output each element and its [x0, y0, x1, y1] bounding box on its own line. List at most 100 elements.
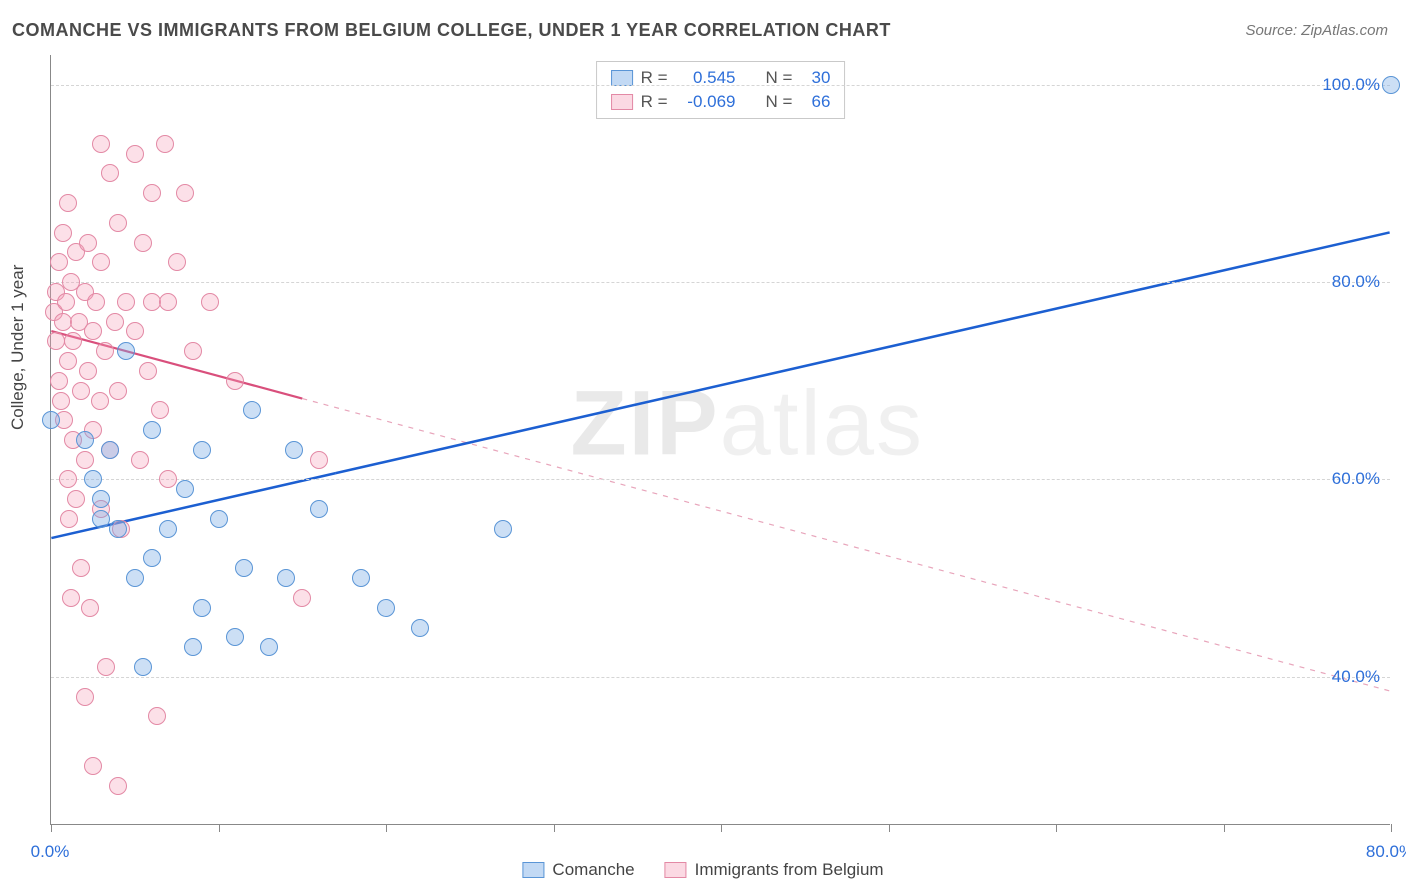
data-point-blue: [143, 421, 161, 439]
y-axis-label: College, Under 1 year: [8, 265, 28, 430]
data-point-blue: [1382, 76, 1400, 94]
r-label: R =: [641, 66, 668, 90]
data-point-blue: [92, 510, 110, 528]
legend-swatch-blue: [522, 862, 544, 878]
data-point-pink: [67, 490, 85, 508]
data-point-pink: [57, 293, 75, 311]
data-point-pink: [143, 293, 161, 311]
data-point-blue: [235, 559, 253, 577]
gridline: [51, 479, 1390, 480]
n-label: N =: [766, 66, 793, 90]
data-point-blue: [193, 441, 211, 459]
n-value: 66: [800, 90, 830, 114]
data-point-blue: [494, 520, 512, 538]
data-point-pink: [117, 293, 135, 311]
data-point-blue: [76, 431, 94, 449]
n-value: 30: [800, 66, 830, 90]
y-tick-label: 60.0%: [1332, 469, 1380, 489]
data-point-pink: [52, 392, 70, 410]
data-point-blue: [176, 480, 194, 498]
y-tick-label: 100.0%: [1322, 75, 1380, 95]
data-point-blue: [92, 490, 110, 508]
legend-label: Immigrants from Belgium: [695, 860, 884, 880]
r-value: 0.545: [676, 66, 736, 90]
data-point-blue: [285, 441, 303, 459]
data-point-pink: [126, 322, 144, 340]
data-point-pink: [91, 392, 109, 410]
data-point-blue: [184, 638, 202, 656]
trend-lines: [51, 55, 1390, 824]
data-point-pink: [50, 372, 68, 390]
data-point-blue: [377, 599, 395, 617]
data-point-pink: [72, 382, 90, 400]
legend-item: Immigrants from Belgium: [665, 860, 884, 880]
trend-line-blue-ext: [336, 232, 1390, 473]
data-point-blue: [210, 510, 228, 528]
x-tick: [1391, 824, 1392, 832]
data-point-pink: [87, 293, 105, 311]
data-point-pink: [96, 342, 114, 360]
data-point-blue: [117, 342, 135, 360]
data-point-blue: [143, 549, 161, 567]
correlation-legend: R = 0.545 N = 30R =-0.069N =66: [596, 61, 846, 119]
x-tick-label: 80.0%: [1366, 842, 1406, 862]
data-point-pink: [59, 352, 77, 370]
data-point-pink: [156, 135, 174, 153]
data-point-pink: [72, 559, 90, 577]
data-point-pink: [126, 145, 144, 163]
data-point-blue: [126, 569, 144, 587]
data-point-pink: [76, 451, 94, 469]
x-tick: [1056, 824, 1057, 832]
data-point-pink: [47, 332, 65, 350]
data-point-blue: [193, 599, 211, 617]
data-point-blue: [226, 628, 244, 646]
data-point-pink: [159, 470, 177, 488]
y-tick-label: 40.0%: [1332, 667, 1380, 687]
watermark: ZIPatlas: [571, 372, 924, 477]
data-point-pink: [64, 332, 82, 350]
data-point-pink: [101, 164, 119, 182]
x-tick-label: 0.0%: [31, 842, 70, 862]
data-point-pink: [92, 135, 110, 153]
x-tick: [386, 824, 387, 832]
data-point-pink: [81, 599, 99, 617]
x-tick: [51, 824, 52, 832]
data-point-pink: [109, 382, 127, 400]
x-tick: [1224, 824, 1225, 832]
data-point-pink: [159, 293, 177, 311]
legend-row: R = 0.545 N = 30: [611, 66, 831, 90]
data-point-pink: [148, 707, 166, 725]
data-point-pink: [54, 313, 72, 331]
legend-swatch-blue: [611, 70, 633, 86]
data-point-pink: [139, 362, 157, 380]
r-label: R =: [641, 90, 668, 114]
data-point-blue: [42, 411, 60, 429]
data-point-pink: [184, 342, 202, 360]
x-tick: [554, 824, 555, 832]
data-point-pink: [168, 253, 186, 271]
data-point-blue: [109, 520, 127, 538]
data-point-blue: [411, 619, 429, 637]
data-point-pink: [59, 470, 77, 488]
legend-row: R =-0.069N =66: [611, 90, 831, 114]
data-point-pink: [79, 234, 97, 252]
data-point-blue: [84, 470, 102, 488]
y-tick-label: 80.0%: [1332, 272, 1380, 292]
data-point-pink: [226, 372, 244, 390]
data-point-pink: [151, 401, 169, 419]
data-point-blue: [277, 569, 295, 587]
series-legend: ComancheImmigrants from Belgium: [522, 860, 883, 880]
legend-swatch-pink: [665, 862, 687, 878]
data-point-blue: [101, 441, 119, 459]
data-point-pink: [79, 362, 97, 380]
data-point-pink: [84, 757, 102, 775]
gridline: [51, 282, 1390, 283]
data-point-pink: [293, 589, 311, 607]
x-tick: [721, 824, 722, 832]
data-point-pink: [109, 777, 127, 795]
gridline: [51, 677, 1390, 678]
data-point-blue: [352, 569, 370, 587]
data-point-pink: [310, 451, 328, 469]
data-point-pink: [54, 224, 72, 242]
data-point-blue: [260, 638, 278, 656]
